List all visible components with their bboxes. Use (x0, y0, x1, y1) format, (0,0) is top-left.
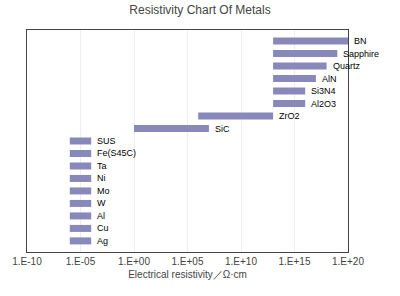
svg-text:1.E+05: 1.E+05 (172, 256, 204, 267)
svg-text:1.E+00: 1.E+00 (118, 256, 150, 267)
svg-text:SUS: SUS (97, 136, 116, 146)
svg-text:1.E-05: 1.E-05 (66, 256, 96, 267)
svg-text:ZrO2: ZrO2 (279, 111, 300, 121)
svg-text:Al2O3: Al2O3 (311, 99, 336, 109)
svg-text:Ni: Ni (97, 173, 106, 183)
svg-text:Fe(S45C): Fe(S45C) (97, 148, 136, 158)
svg-text:Sapphire: Sapphire (343, 49, 379, 59)
svg-text:AlN: AlN (322, 74, 337, 84)
svg-text:1.E+20: 1.E+20 (332, 256, 364, 267)
svg-text:Electrical resistivity／Ω·cm: Electrical resistivity／Ω·cm (128, 269, 247, 280)
svg-text:Mo: Mo (97, 186, 110, 196)
svg-text:Ta: Ta (97, 161, 107, 171)
svg-text:1.E-10: 1.E-10 (12, 256, 42, 267)
svg-text:Quartz: Quartz (333, 61, 361, 71)
svg-text:SiC: SiC (215, 124, 230, 134)
svg-text:Si3N4: Si3N4 (311, 86, 336, 96)
svg-text:Cu: Cu (97, 223, 109, 233)
svg-text:1.E+10: 1.E+10 (225, 256, 257, 267)
svg-text:W: W (97, 198, 106, 208)
svg-text:Resistivity Chart Of Metals: Resistivity Chart Of Metals (129, 3, 270, 17)
svg-text:1.E+15: 1.E+15 (279, 256, 311, 267)
svg-text:Ag: Ag (97, 236, 108, 246)
svg-text:Al: Al (97, 211, 105, 221)
svg-text:BN: BN (354, 36, 367, 46)
